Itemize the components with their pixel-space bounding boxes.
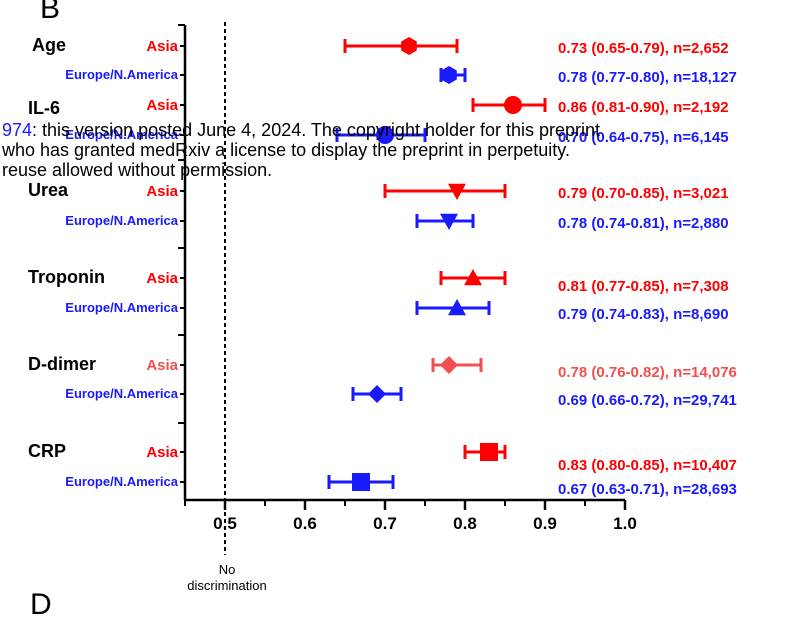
group-3-asia-estimate-label: 0.81 (0.77-0.85), n=7,308 (558, 278, 729, 295)
group-name-3: Troponin (28, 267, 105, 287)
x-tick-label-4: 0.9 (533, 514, 557, 533)
group-3-europe-estimate-label: 0.79 (0.74-0.83), n=8,690 (558, 306, 729, 323)
group-name-1: IL-6 (28, 98, 60, 118)
no-discrimination-line1: No (218, 562, 236, 577)
preprint-watermark: 974: this version posted June 4, 2024. T… (2, 120, 600, 180)
group-5-asia-region-label: Asia (146, 444, 178, 461)
group-1-asia-point (504, 96, 522, 114)
group-1-asia-region-label: Asia (146, 97, 178, 114)
group-0-asia-estimate-label: 0.73 (0.65-0.79), n=2,652 (558, 40, 729, 57)
watermark-line1-text: : this version posted June 4, 2024. The … (32, 120, 601, 140)
group-3-europe-point (448, 299, 466, 316)
group-2-europe-point (440, 213, 458, 230)
group-1-europe-estimate-label: 0.70 (0.64-0.75), n=6,145 (558, 129, 729, 146)
group-name-5: CRP (28, 441, 66, 461)
group-name-0: Age (32, 35, 66, 55)
group-0-europe-point (441, 66, 457, 84)
group-5-europe-estimate-label: 0.67 (0.63-0.71), n=28,693 (558, 481, 737, 498)
group-0-europe-region-label: Europe/N.America (65, 67, 178, 82)
group-4-europe-estimate-label: 0.69 (0.66-0.72), n=29,741 (558, 392, 737, 409)
group-2-europe-region-label: Europe/N.America (65, 213, 178, 228)
watermark-line3: reuse allowed without permission. (2, 160, 273, 180)
group-4-asia-point (440, 356, 458, 374)
watermark-line1: 974: this version posted June 4, 2024. T… (2, 120, 600, 140)
group-4-asia-estimate-label: 0.78 (0.76-0.82), n=14,076 (558, 364, 737, 381)
group-3-asia-region-label: Asia (146, 270, 178, 287)
group-1-europe-point (376, 126, 394, 144)
group-3-asia-point (464, 269, 482, 286)
group-1-asia-estimate-label: 0.86 (0.81-0.90), n=2,192 (558, 99, 729, 116)
x-tick-label-2: 0.7 (373, 514, 397, 533)
group-4-asia-region-label: Asia (146, 357, 178, 374)
x-tick-label-1: 0.6 (293, 514, 317, 533)
watermark-doi-fragment: 974 (2, 120, 33, 140)
group-0-europe-estimate-label: 0.78 (0.77-0.80), n=18,127 (558, 69, 737, 86)
group-3-europe-region-label: Europe/N.America (65, 300, 178, 315)
no-discrimination-line2: discrimination (187, 578, 267, 593)
panel-label-b: B (40, 0, 61, 25)
x-tick-label-0: 0.5 (213, 514, 237, 533)
watermark-line2: who has granted medRxiv a license to dis… (2, 140, 570, 160)
group-0-asia-point (401, 37, 417, 55)
group-2-asia-point (448, 183, 466, 200)
group-name-2: Urea (28, 180, 69, 200)
group-name-4: D-dimer (28, 354, 96, 374)
group-4-europe-point (368, 385, 386, 403)
group-4-europe-region-label: Europe/N.America (65, 386, 178, 401)
x-tick-label-5: 1.0 (613, 514, 637, 533)
group-1-europe-region-label: Europe/N.America (65, 127, 178, 142)
group-2-europe-estimate-label: 0.78 (0.74-0.81), n=2,880 (558, 215, 729, 232)
x-tick-label-3: 0.8 (453, 514, 477, 533)
group-2-asia-region-label: Asia (146, 183, 178, 200)
group-2-asia-estimate-label: 0.79 (0.70-0.85), n=3,021 (558, 185, 729, 202)
group-5-europe-region-label: Europe/N.America (65, 474, 178, 489)
group-5-asia-point (480, 443, 498, 461)
no-discrimination-label: No discrimination (167, 562, 287, 594)
group-5-asia-estimate-label: 0.83 (0.80-0.85), n=10,407 (558, 457, 737, 474)
forest-plot: 0.5 0.6 0.7 0.8 0.9 1.0 Age Asia 0.73 (0.65-0.79… (28, 22, 737, 555)
group-5-europe-point (352, 473, 370, 491)
group-0-asia-region-label: Asia (146, 38, 178, 55)
